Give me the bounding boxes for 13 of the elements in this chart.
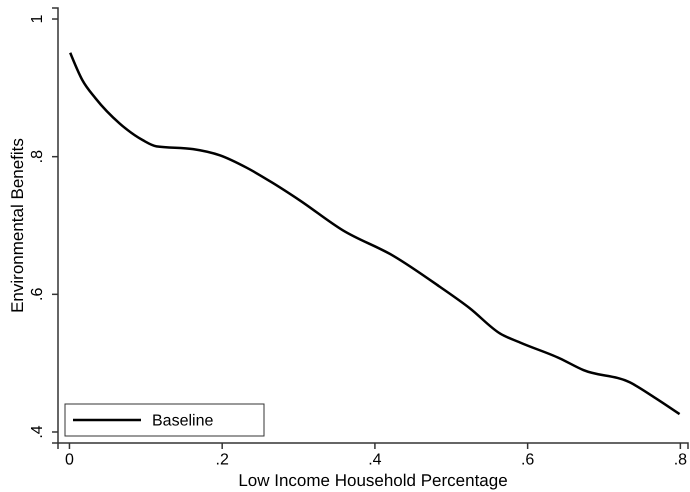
x-axis-title: Low Income Household Percentage [238, 471, 508, 490]
legend-label: Baseline [152, 412, 214, 430]
y-tick-label: 1 [29, 14, 46, 24]
line-series [68, 51, 681, 416]
x-tick-label: .8 [674, 451, 688, 468]
x-tick-label: .6 [520, 451, 534, 468]
x-tick-label: .2 [216, 451, 229, 468]
y-axis-title: Environmental Benefits [8, 138, 27, 313]
y-tick-label: .8 [29, 150, 46, 164]
y-tick-label: .4 [29, 425, 46, 439]
y-tick-label: .6 [29, 288, 46, 301]
x-tick-label: .4 [368, 451, 382, 468]
x-tick-label: 0 [65, 451, 74, 468]
